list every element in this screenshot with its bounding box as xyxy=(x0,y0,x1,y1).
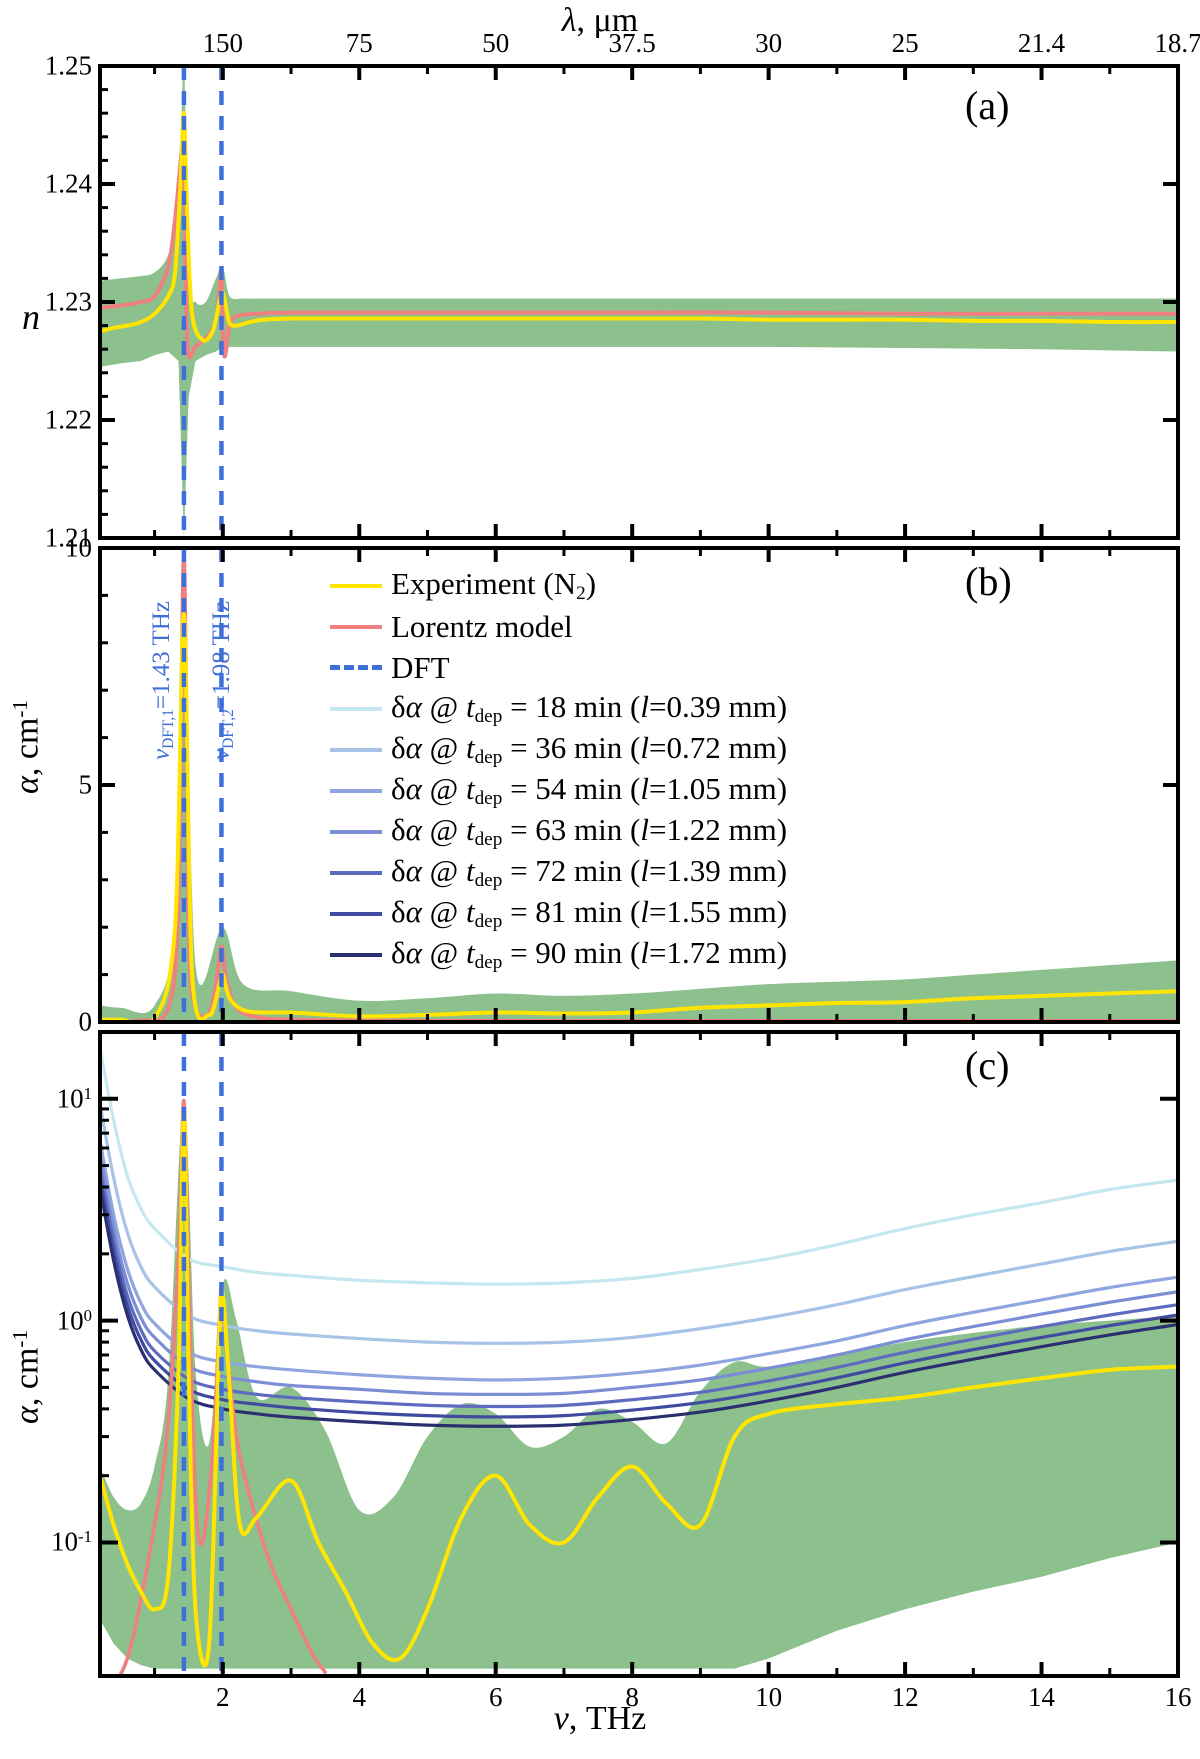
panel-a-ytick-1.22: 1.22 xyxy=(44,404,92,435)
legend-item-2[interactable]: DFT xyxy=(330,647,787,688)
bottom-axis-label: ν, THz xyxy=(554,1700,647,1738)
legend-item-6[interactable]: δα @ tdep = 63 min (l=1.22 mm) xyxy=(330,811,787,852)
bottom-tick-4: 4 xyxy=(352,1682,367,1712)
legend-label-2: DFT xyxy=(391,650,450,685)
panel-b-ytick-5: 5 xyxy=(78,769,93,800)
bottom-tick-6: 6 xyxy=(488,1682,503,1712)
top-axis-label: λ, μm xyxy=(562,2,638,40)
bottom-tick-10: 10 xyxy=(755,1682,783,1712)
legend-label-8: δα @ tdep = 81 min (l=1.55 mm) xyxy=(391,893,788,932)
top-tick-18.7: 18.7 xyxy=(1154,28,1200,58)
legend-label-3: δα @ tdep = 18 min (l=0.39 mm) xyxy=(391,688,788,727)
bottom-axis-symbol: ν xyxy=(553,1700,569,1737)
legend-item-7[interactable]: δα @ tdep = 72 min (l=1.39 mm) xyxy=(330,852,787,893)
bottom-tick-8: 8 xyxy=(625,1682,639,1712)
legend-swatch-4 xyxy=(330,747,382,752)
bottom-tick-2: 2 xyxy=(216,1682,230,1712)
bottom-tick-14: 14 xyxy=(1028,1682,1056,1712)
legend-label-6: δα @ tdep = 63 min (l=1.22 mm) xyxy=(391,811,788,850)
legend-swatch-8 xyxy=(330,911,382,916)
panel-a-ytick-1.23: 1.23 xyxy=(44,286,92,317)
top-tick-150: 150 xyxy=(202,28,244,58)
legend-label-9: δα @ tdep = 90 min (l=1.72 mm) xyxy=(391,934,788,973)
legend: Experiment (N2) Lorentz model DFT δα @ tdep… xyxy=(330,565,787,975)
top-axis-unit: , μm xyxy=(576,2,639,39)
legend-item-1[interactable]: Lorentz model xyxy=(330,606,787,647)
legend-item-3[interactable]: δα @ tdep = 18 min (l=0.39 mm) xyxy=(330,688,787,729)
bottom-tick-16: 16 xyxy=(1164,1682,1192,1712)
panel-a-ytick-1.25: 1.25 xyxy=(44,50,92,81)
panel-c-ytick-10e1: 101 xyxy=(56,1083,92,1114)
panel-b-tag: (b) xyxy=(965,559,1012,604)
legend-swatch-7 xyxy=(330,870,382,875)
legend-item-8[interactable]: δα @ tdep = 81 min (l=1.55 mm) xyxy=(330,893,787,934)
top-axis-symbol: λ xyxy=(561,2,577,39)
legend-swatch-3 xyxy=(330,706,382,711)
top-tick-37.5: 37.5 xyxy=(608,28,656,58)
legend-label-4: δα @ tdep = 36 min (l=0.72 mm) xyxy=(391,729,788,768)
panel-a-tag: (a) xyxy=(965,83,1010,128)
panel-a-ylabel-symbol: n xyxy=(22,297,40,337)
panel-c-ytick-10e0: 100 xyxy=(56,1305,92,1336)
bottom-tick-12: 12 xyxy=(891,1682,919,1712)
panel-b-ytick-10: 10 xyxy=(65,532,92,563)
top-tick-25: 25 xyxy=(891,28,919,58)
top-tick-50: 50 xyxy=(482,28,510,58)
panel-c-tag: (c) xyxy=(965,1043,1010,1088)
legend-swatch-5 xyxy=(330,788,382,793)
legend-swatch-2 xyxy=(330,665,382,670)
legend-swatch-6 xyxy=(330,829,382,834)
legend-item-0[interactable]: Experiment (N2) xyxy=(330,565,787,606)
legend-item-4[interactable]: δα @ tdep = 36 min (l=0.72 mm) xyxy=(330,729,787,770)
bottom-axis-unit: , THz xyxy=(568,1700,647,1737)
panel-a-ytick-1.21: 1.21 xyxy=(44,522,92,553)
top-tick-30: 30 xyxy=(755,28,783,58)
legend-label-5: δα @ tdep = 54 min (l=1.05 mm) xyxy=(391,770,788,809)
legend-label-1: Lorentz model xyxy=(391,609,573,644)
legend-swatch-0 xyxy=(330,583,382,588)
panel-b-ytick-0: 0 xyxy=(78,1006,93,1037)
top-tick-21.4: 21.4 xyxy=(1017,28,1066,58)
legend-item-5[interactable]: δα @ tdep = 54 min (l=1.05 mm) xyxy=(330,770,787,811)
legend-label-0: Experiment (N2) xyxy=(391,565,597,604)
legend-swatch-9 xyxy=(330,952,382,957)
panel-c-ytick-10e-1: 10-1 xyxy=(51,1526,92,1557)
legend-label-7: δα @ tdep = 72 min (l=1.39 mm) xyxy=(391,852,788,891)
panel-a-ytick-1.24: 1.24 xyxy=(44,168,92,199)
legend-item-9[interactable]: δα @ tdep = 90 min (l=1.72 mm) xyxy=(330,934,787,975)
panel-a-ylabel: n xyxy=(22,296,40,338)
legend-swatch-1 xyxy=(330,624,382,629)
top-tick-75: 75 xyxy=(345,28,373,58)
